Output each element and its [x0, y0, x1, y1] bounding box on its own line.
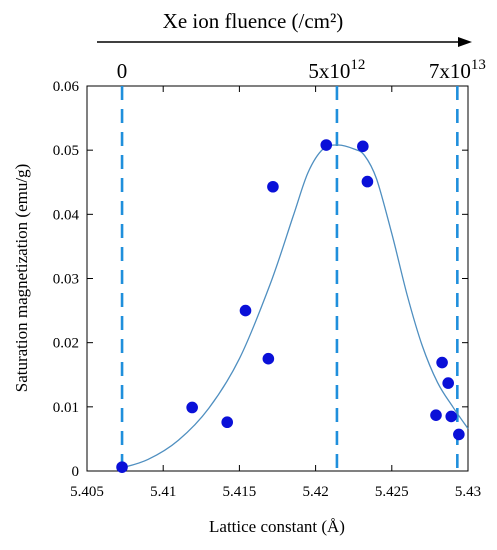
data-point	[445, 410, 458, 423]
fluence-label-exponent: 13	[471, 57, 486, 73]
y-tick-label: 0	[72, 464, 80, 480]
plot-frame	[86, 85, 469, 472]
x-tick-label: 5.405	[70, 484, 104, 500]
y-tick-label: 0.05	[53, 143, 79, 159]
x-tick-label: 5.43	[455, 484, 481, 500]
x-axis-label: Lattice constant (Å)	[209, 517, 345, 536]
data-point	[221, 416, 234, 429]
data-point	[442, 377, 454, 389]
x-tick-label: 5.41	[150, 484, 176, 500]
data-point	[239, 304, 252, 317]
data-point	[357, 140, 369, 153]
fit-curve	[121, 144, 469, 469]
data-point	[116, 461, 128, 473]
data-point	[453, 428, 465, 441]
data-point	[186, 401, 198, 414]
top-axis-label: Xe ion fluence (/cm²)	[163, 9, 344, 33]
top-axis-arrow-head	[458, 37, 472, 47]
fluence-labels: 0 5x1012 7x1013	[117, 57, 486, 83]
data-point	[320, 139, 333, 151]
data-points	[116, 139, 465, 473]
y-tick-label: 0.06	[53, 79, 80, 95]
fluence-label-base: 7x10	[429, 59, 471, 83]
data-point	[262, 352, 275, 365]
y-axis-label: Saturation magnetization (emu/g)	[12, 164, 31, 393]
data-point	[267, 180, 279, 193]
fluence-label: 7x1013	[429, 57, 486, 83]
y-tick-label: 0.03	[53, 272, 79, 288]
data-point	[361, 175, 374, 188]
y-tick-label: 0.02	[53, 336, 79, 352]
fluence-label: 5x1012	[308, 57, 365, 83]
y-tick-label: 0.01	[53, 400, 79, 416]
fluence-label: 0	[117, 59, 128, 83]
y-tick-label: 0.04	[53, 207, 80, 223]
x-tick-label: 5.415	[223, 484, 257, 500]
fluence-guide-lines	[120, 86, 459, 471]
x-tick-label: 5.42	[302, 484, 328, 500]
fluence-label-base: 0	[117, 59, 128, 83]
y-axis-ticks: 0 0.01 0.02 0.03 0.04 0.05 0.06	[53, 79, 468, 480]
fluence-label-base: 5x10	[308, 59, 350, 83]
data-point	[436, 356, 448, 369]
x-axis-ticks: 5.405 5.41 5.415 5.42 5.425 5.43	[70, 86, 481, 500]
data-point	[430, 409, 442, 421]
x-tick-label: 5.425	[375, 484, 409, 500]
fluence-label-exponent: 12	[350, 57, 365, 73]
